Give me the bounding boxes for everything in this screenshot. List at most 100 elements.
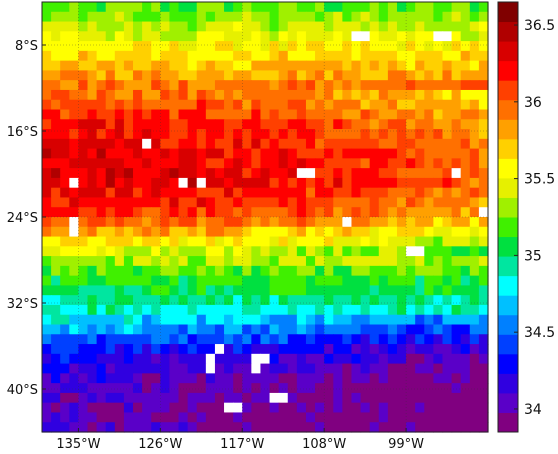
map-cell	[469, 31, 480, 42]
map-cell	[96, 353, 107, 365]
map-cell	[142, 383, 152, 394]
map-cell	[287, 158, 298, 169]
map-cell	[78, 129, 89, 140]
map-cell	[442, 21, 453, 32]
map-cell	[196, 197, 207, 208]
map-cell	[360, 295, 371, 306]
map-cell	[369, 41, 380, 52]
map-cell	[324, 304, 334, 316]
map-cell	[233, 41, 243, 52]
map-cell	[287, 412, 298, 423]
map-cell	[315, 99, 325, 111]
map-cell	[396, 50, 407, 62]
map-cell	[78, 217, 89, 228]
map-cell	[387, 295, 398, 306]
map-cell	[142, 158, 152, 169]
map-cell	[205, 31, 216, 42]
map-cell	[287, 314, 298, 326]
map-cell	[133, 70, 143, 81]
map-cell	[78, 256, 89, 267]
map-cell	[360, 177, 371, 189]
map-cell	[287, 226, 298, 238]
map-cell	[51, 295, 61, 306]
map-cell	[242, 60, 252, 72]
map-cell	[360, 353, 371, 365]
map-cell	[333, 412, 343, 423]
map-cell	[378, 207, 389, 218]
map-cell	[178, 285, 189, 296]
map-cell	[415, 41, 425, 52]
map-cell	[169, 129, 180, 140]
map-cell	[87, 60, 98, 72]
map-cell	[333, 168, 343, 179]
map-cell	[469, 236, 480, 247]
map-cell	[269, 285, 280, 296]
map-cell	[469, 295, 480, 306]
colorbar-segment	[498, 392, 518, 413]
map-cell	[433, 197, 444, 208]
map-cell	[451, 334, 462, 345]
map-cell	[133, 177, 143, 189]
map-cell	[87, 2, 98, 13]
map-cell	[178, 314, 189, 326]
map-cell	[187, 363, 198, 374]
map-cell	[269, 207, 280, 218]
map-cell	[60, 187, 70, 199]
map-cell	[460, 138, 471, 150]
map-cell	[315, 21, 325, 32]
map-cell	[78, 138, 89, 150]
map-cell	[78, 89, 89, 101]
map-cell	[333, 256, 343, 267]
map-cell	[351, 207, 362, 218]
map-cell	[169, 158, 180, 169]
map-cell	[69, 314, 80, 326]
map-cell	[105, 168, 116, 179]
map-cell	[305, 80, 316, 91]
map-cell	[269, 246, 280, 257]
map-cell	[169, 99, 180, 111]
map-cell	[315, 226, 325, 238]
map-cell	[433, 402, 444, 414]
map-cell	[433, 324, 444, 335]
map-cell	[214, 422, 225, 433]
map-cell	[442, 89, 453, 101]
map-cell	[424, 138, 434, 150]
map-cell	[278, 344, 289, 355]
map-cell	[160, 158, 171, 169]
lat-tick-label: 8°S	[15, 39, 38, 54]
map-cell	[114, 50, 125, 62]
map-cell	[196, 402, 207, 414]
map-cell	[242, 119, 252, 130]
map-cell	[78, 265, 89, 277]
map-cell	[96, 383, 107, 394]
map-cell	[205, 2, 216, 13]
map-cell	[142, 363, 152, 374]
map-cell	[114, 412, 125, 423]
map-cell	[160, 363, 171, 374]
map-cell	[205, 334, 216, 345]
map-cell	[78, 373, 89, 384]
map-cell	[242, 158, 252, 169]
map-cell	[123, 80, 134, 91]
map-cell	[424, 11, 434, 23]
map-cell	[324, 373, 334, 384]
map-cell	[178, 177, 189, 189]
map-cell	[287, 402, 298, 414]
map-cell	[378, 383, 389, 394]
map-cell	[142, 70, 152, 81]
map-cell	[69, 148, 80, 159]
map-cell	[305, 275, 316, 287]
map-cell	[87, 187, 98, 199]
map-cell	[42, 353, 52, 365]
latitude-axis: 8°S16°S24°S32°S40°S	[7, 39, 46, 398]
map-cell	[233, 31, 243, 42]
map-cell	[333, 197, 343, 208]
map-cell	[442, 353, 453, 365]
map-cell	[251, 226, 262, 238]
map-cell	[460, 41, 471, 52]
map-cell	[351, 138, 362, 150]
map-cell	[369, 21, 380, 32]
map-cell	[478, 119, 489, 130]
map-cell	[378, 402, 389, 414]
map-cell	[242, 344, 252, 355]
